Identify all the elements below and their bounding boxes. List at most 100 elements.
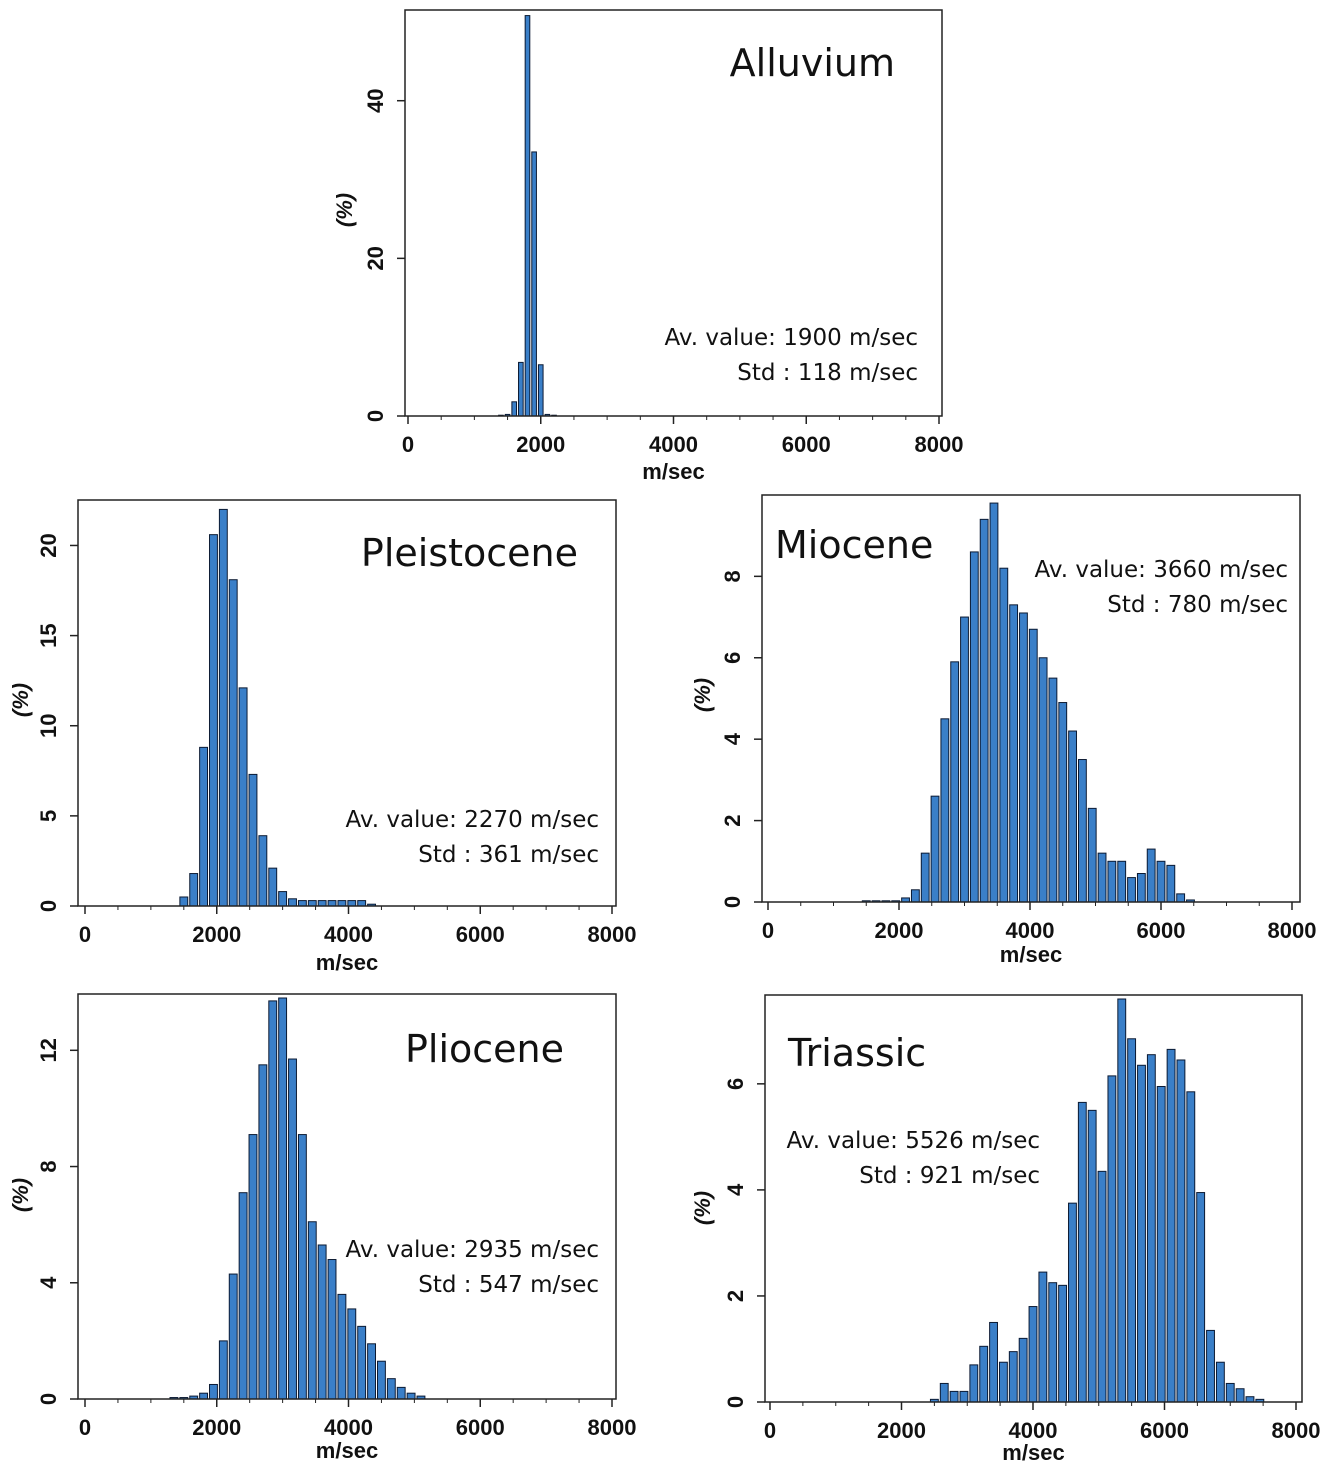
x-tick-label: 6000 bbox=[456, 922, 505, 947]
histogram-bar bbox=[989, 502, 999, 903]
y-tick-label: 0 bbox=[720, 896, 745, 908]
histogram-bar bbox=[1058, 702, 1068, 903]
x-axis-label: m/sec bbox=[1002, 1440, 1064, 1463]
x-tick-label: 6000 bbox=[456, 1415, 505, 1440]
histogram-bar bbox=[1176, 893, 1186, 903]
x-tick-label: 8000 bbox=[1268, 918, 1317, 943]
stat-std: Std : 780 m/sec bbox=[1107, 592, 1288, 618]
y-tick-label: 4 bbox=[720, 732, 745, 745]
histogram-bar bbox=[1117, 860, 1127, 903]
histogram-bar bbox=[209, 534, 218, 907]
histogram-bar bbox=[1156, 860, 1166, 903]
histogram-bar bbox=[199, 1392, 209, 1400]
histogram-bar bbox=[950, 661, 960, 903]
histogram-bar bbox=[218, 508, 228, 907]
histogram-bar bbox=[248, 1134, 258, 1400]
stat-average: Av. value: 1900 m/sec bbox=[665, 325, 919, 351]
histogram-bar bbox=[258, 835, 268, 907]
x-tick-label: 4000 bbox=[1006, 918, 1055, 943]
histogram-bar bbox=[949, 1390, 959, 1403]
y-tick-label: 0 bbox=[36, 1393, 61, 1405]
histogram-bar bbox=[377, 1360, 386, 1400]
histogram-bar bbox=[228, 579, 238, 907]
histogram-bar bbox=[278, 997, 288, 1400]
y-tick-label: 6 bbox=[720, 652, 745, 664]
histogram-bar bbox=[1028, 628, 1038, 903]
histogram-bar bbox=[930, 795, 940, 903]
histogram-bar bbox=[1009, 604, 1019, 903]
histogram-bar bbox=[1146, 848, 1156, 903]
panel-pleistocene: 0 2000 4000 6000 8000 0 5 10 15 20 (%) m/sec Pleisto… bbox=[8, 499, 637, 975]
x-tick-label: 6000 bbox=[1137, 918, 1186, 943]
histogram-bar bbox=[960, 616, 969, 903]
histogram-bar bbox=[228, 1273, 238, 1400]
panel-title: Pliocene bbox=[405, 1027, 564, 1071]
histogram-bar bbox=[386, 1378, 396, 1400]
y-tick-label: 6 bbox=[723, 1078, 748, 1090]
panel-alluvium: 0 2000 4000 6000 8000 0 20 40 (%) m/sec Alluvium Av… bbox=[332, 9, 963, 484]
x-tick-label: 8000 bbox=[588, 1415, 637, 1440]
plot-frame bbox=[77, 993, 617, 1400]
histogram-bar bbox=[524, 15, 531, 417]
y-axis-label: (%) bbox=[690, 1191, 715, 1225]
panel-pliocene: 0 2000 4000 6000 8000 0 4 8 12 (%) m/sec Pliocene Av… bbox=[8, 993, 637, 1463]
stat-std: Std : 547 m/sec bbox=[418, 1272, 599, 1298]
x-tick-label: 4000 bbox=[649, 432, 698, 457]
histogram-bar bbox=[396, 1386, 406, 1400]
y-tick-label: 0 bbox=[363, 410, 388, 422]
histogram-bar bbox=[1196, 1192, 1206, 1403]
histogram-bar bbox=[1127, 877, 1136, 903]
x-tick-label: 8000 bbox=[588, 922, 637, 947]
stat-average: Av. value: 2935 m/sec bbox=[346, 1237, 600, 1263]
x-tick-label: 2000 bbox=[875, 918, 924, 943]
histogram-bar bbox=[1087, 1109, 1097, 1403]
x-tick-label: 8000 bbox=[1272, 1418, 1321, 1443]
histogram-bar bbox=[1117, 998, 1127, 1403]
histogram-bar bbox=[979, 1345, 989, 1403]
y-tick-label: 8 bbox=[36, 1160, 61, 1172]
histogram-bar bbox=[939, 1382, 949, 1403]
histogram-bar bbox=[199, 746, 209, 907]
histogram-bar bbox=[518, 361, 524, 417]
panel-title: Alluvium bbox=[730, 41, 895, 85]
y-tick-label: 8 bbox=[720, 570, 745, 582]
histogram-bar bbox=[1176, 1059, 1186, 1403]
x-axis-label: m/sec bbox=[316, 1438, 378, 1463]
histogram-bar bbox=[307, 900, 317, 907]
histogram-bar bbox=[297, 1134, 307, 1400]
y-axis-label: (%) bbox=[690, 678, 715, 712]
histogram-bar bbox=[189, 873, 199, 907]
histogram-bar bbox=[1127, 1038, 1137, 1403]
histogram-bar bbox=[337, 1293, 347, 1400]
histogram-bar bbox=[1136, 873, 1146, 903]
panel-title: Pleistocene bbox=[361, 531, 578, 575]
x-tick-label: 4000 bbox=[324, 922, 373, 947]
y-tick-label: 15 bbox=[36, 623, 61, 647]
x-tick-label: 2000 bbox=[516, 432, 565, 457]
y-tick-label: 40 bbox=[363, 88, 388, 112]
histogram-bar bbox=[297, 900, 307, 907]
x-tick-label: 0 bbox=[764, 1418, 776, 1443]
histogram-bar bbox=[1087, 807, 1097, 903]
histogram-bar bbox=[347, 1308, 357, 1400]
panel-triassic: 0 2000 4000 6000 8000 0 2 4 6 (%) m/sec Triassic Av.… bbox=[690, 994, 1321, 1463]
histogram-bar bbox=[1186, 1091, 1196, 1403]
histogram-bar bbox=[1038, 1271, 1048, 1403]
histogram-bar bbox=[1008, 1351, 1018, 1403]
panel-miocene: 0 2000 4000 6000 8000 0 2 4 6 8 (%) m/sec Miocene Av.… bbox=[690, 494, 1317, 967]
y-tick-label: 20 bbox=[363, 246, 388, 270]
y-tick-label: 5 bbox=[36, 810, 61, 822]
histogram-bar bbox=[1028, 1306, 1038, 1403]
histogram-bar bbox=[989, 1321, 998, 1403]
x-tick-label: 2000 bbox=[192, 922, 241, 947]
y-tick-label: 20 bbox=[36, 533, 61, 557]
x-tick-label: 4000 bbox=[1009, 1418, 1058, 1443]
y-tick-label: 12 bbox=[36, 1038, 61, 1062]
histogram-bar bbox=[268, 1000, 278, 1400]
histogram-bar bbox=[317, 1244, 327, 1400]
x-tick-label: 2000 bbox=[192, 1415, 241, 1440]
histogram-bar bbox=[238, 1192, 248, 1400]
histogram-bar bbox=[979, 518, 989, 903]
histogram-bar bbox=[367, 1343, 376, 1400]
